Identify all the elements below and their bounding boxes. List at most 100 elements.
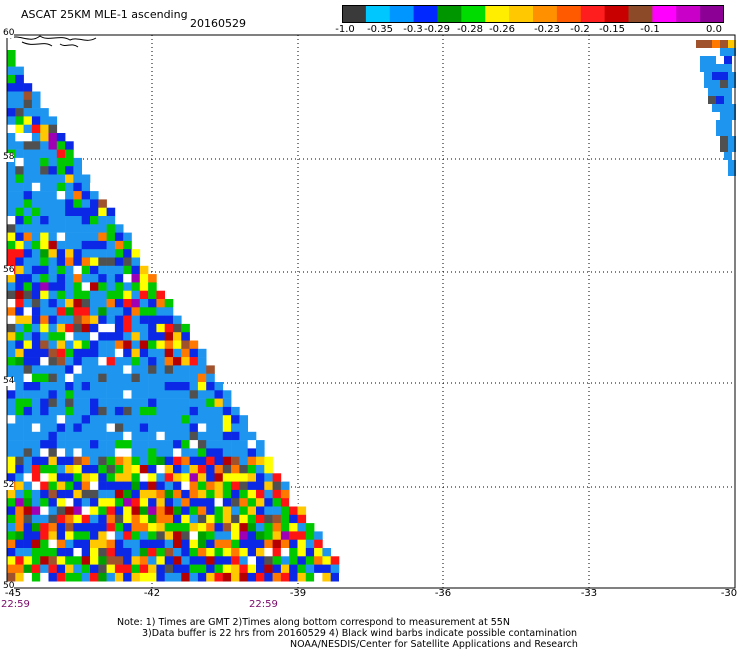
data-cell [139, 423, 149, 433]
data-cell [173, 382, 182, 391]
data-cell [189, 340, 199, 350]
data-cell [23, 431, 33, 441]
data-cell [48, 348, 58, 358]
data-cell [31, 240, 41, 250]
data-cell [48, 398, 58, 408]
data-cell [720, 80, 728, 88]
data-cell [156, 340, 165, 350]
color-scale-segment [628, 5, 653, 23]
data-cell [123, 315, 132, 325]
data-cell [31, 216, 41, 225]
data-cell [31, 157, 41, 167]
color-scale-label: -0.1 [640, 24, 660, 35]
data-cell [90, 382, 99, 391]
data-cell [131, 348, 141, 358]
data-cell [73, 174, 82, 184]
data-cell [15, 174, 24, 184]
data-cell [23, 473, 33, 482]
data-cell [197, 373, 207, 383]
data-cell [98, 456, 107, 466]
color-scale-frame [342, 5, 724, 23]
data-cell [56, 506, 66, 516]
longitude-label: -30 [720, 588, 738, 599]
data-cell [98, 373, 107, 383]
data-cell [123, 332, 132, 341]
data-cell [106, 498, 116, 507]
data-cell [40, 332, 49, 341]
data-cell [164, 539, 174, 549]
data-cell [131, 465, 141, 474]
data-cell [222, 514, 232, 524]
data-cell [65, 299, 74, 308]
data-cell [40, 431, 49, 441]
data-cell [48, 249, 58, 258]
data-cell [23, 406, 33, 416]
data-cell [206, 440, 215, 449]
data-cell [73, 498, 82, 507]
data-cell [123, 274, 132, 283]
data-cell [23, 199, 33, 208]
data-cell [15, 514, 24, 524]
data-cell [164, 315, 174, 325]
data-cell [197, 465, 207, 474]
data-cell [81, 481, 91, 491]
data-cell [700, 56, 708, 64]
data-cell [164, 390, 174, 399]
data-cell [148, 274, 157, 283]
data-cell [297, 514, 307, 524]
data-cell [106, 506, 116, 516]
data-cell [148, 340, 157, 350]
data-cell [98, 473, 107, 482]
data-cell [264, 506, 273, 516]
data-cell [40, 440, 49, 449]
data-cell [272, 564, 282, 574]
data-cell [65, 191, 74, 200]
color-scale-segment [509, 5, 534, 23]
data-cell [289, 498, 298, 507]
data-cell [222, 572, 232, 582]
data-cell [264, 523, 273, 532]
data-cell [114, 406, 124, 416]
data-cell [181, 473, 190, 482]
data-cell [23, 257, 33, 267]
data-cell [7, 207, 16, 217]
data-cell [7, 332, 16, 341]
data-cell [114, 315, 124, 325]
data-cell [7, 548, 16, 557]
data-cell [98, 382, 107, 391]
data-cell [214, 390, 224, 399]
data-cell [98, 332, 107, 341]
data-cell [56, 556, 66, 565]
data-cell [206, 365, 215, 374]
data-cell [73, 398, 82, 408]
data-cell [106, 307, 116, 316]
data-cell [48, 390, 58, 399]
data-cell [90, 307, 99, 316]
data-cell [48, 340, 58, 350]
data-cell [214, 431, 224, 441]
data-cell [173, 481, 182, 491]
data-cell [123, 440, 132, 449]
data-cell [90, 390, 99, 399]
data-cell [15, 166, 24, 175]
data-cell [181, 456, 190, 466]
data-cell [106, 415, 116, 424]
data-cell [181, 440, 190, 449]
data-cell [247, 440, 257, 449]
data-cell [206, 448, 215, 457]
data-cell [81, 390, 91, 399]
color-scale-segment [652, 5, 677, 23]
data-cell [90, 572, 99, 582]
data-cell [131, 531, 141, 540]
data-cell [65, 348, 74, 358]
data-cell [239, 572, 248, 582]
data-cell [181, 398, 190, 408]
data-cell [48, 473, 58, 482]
data-cell [23, 149, 33, 159]
data-cell [272, 498, 282, 507]
data-cell [40, 506, 49, 516]
data-cell [197, 556, 207, 565]
data-cell [48, 498, 58, 507]
data-cell [173, 548, 182, 557]
data-cell [56, 415, 66, 424]
